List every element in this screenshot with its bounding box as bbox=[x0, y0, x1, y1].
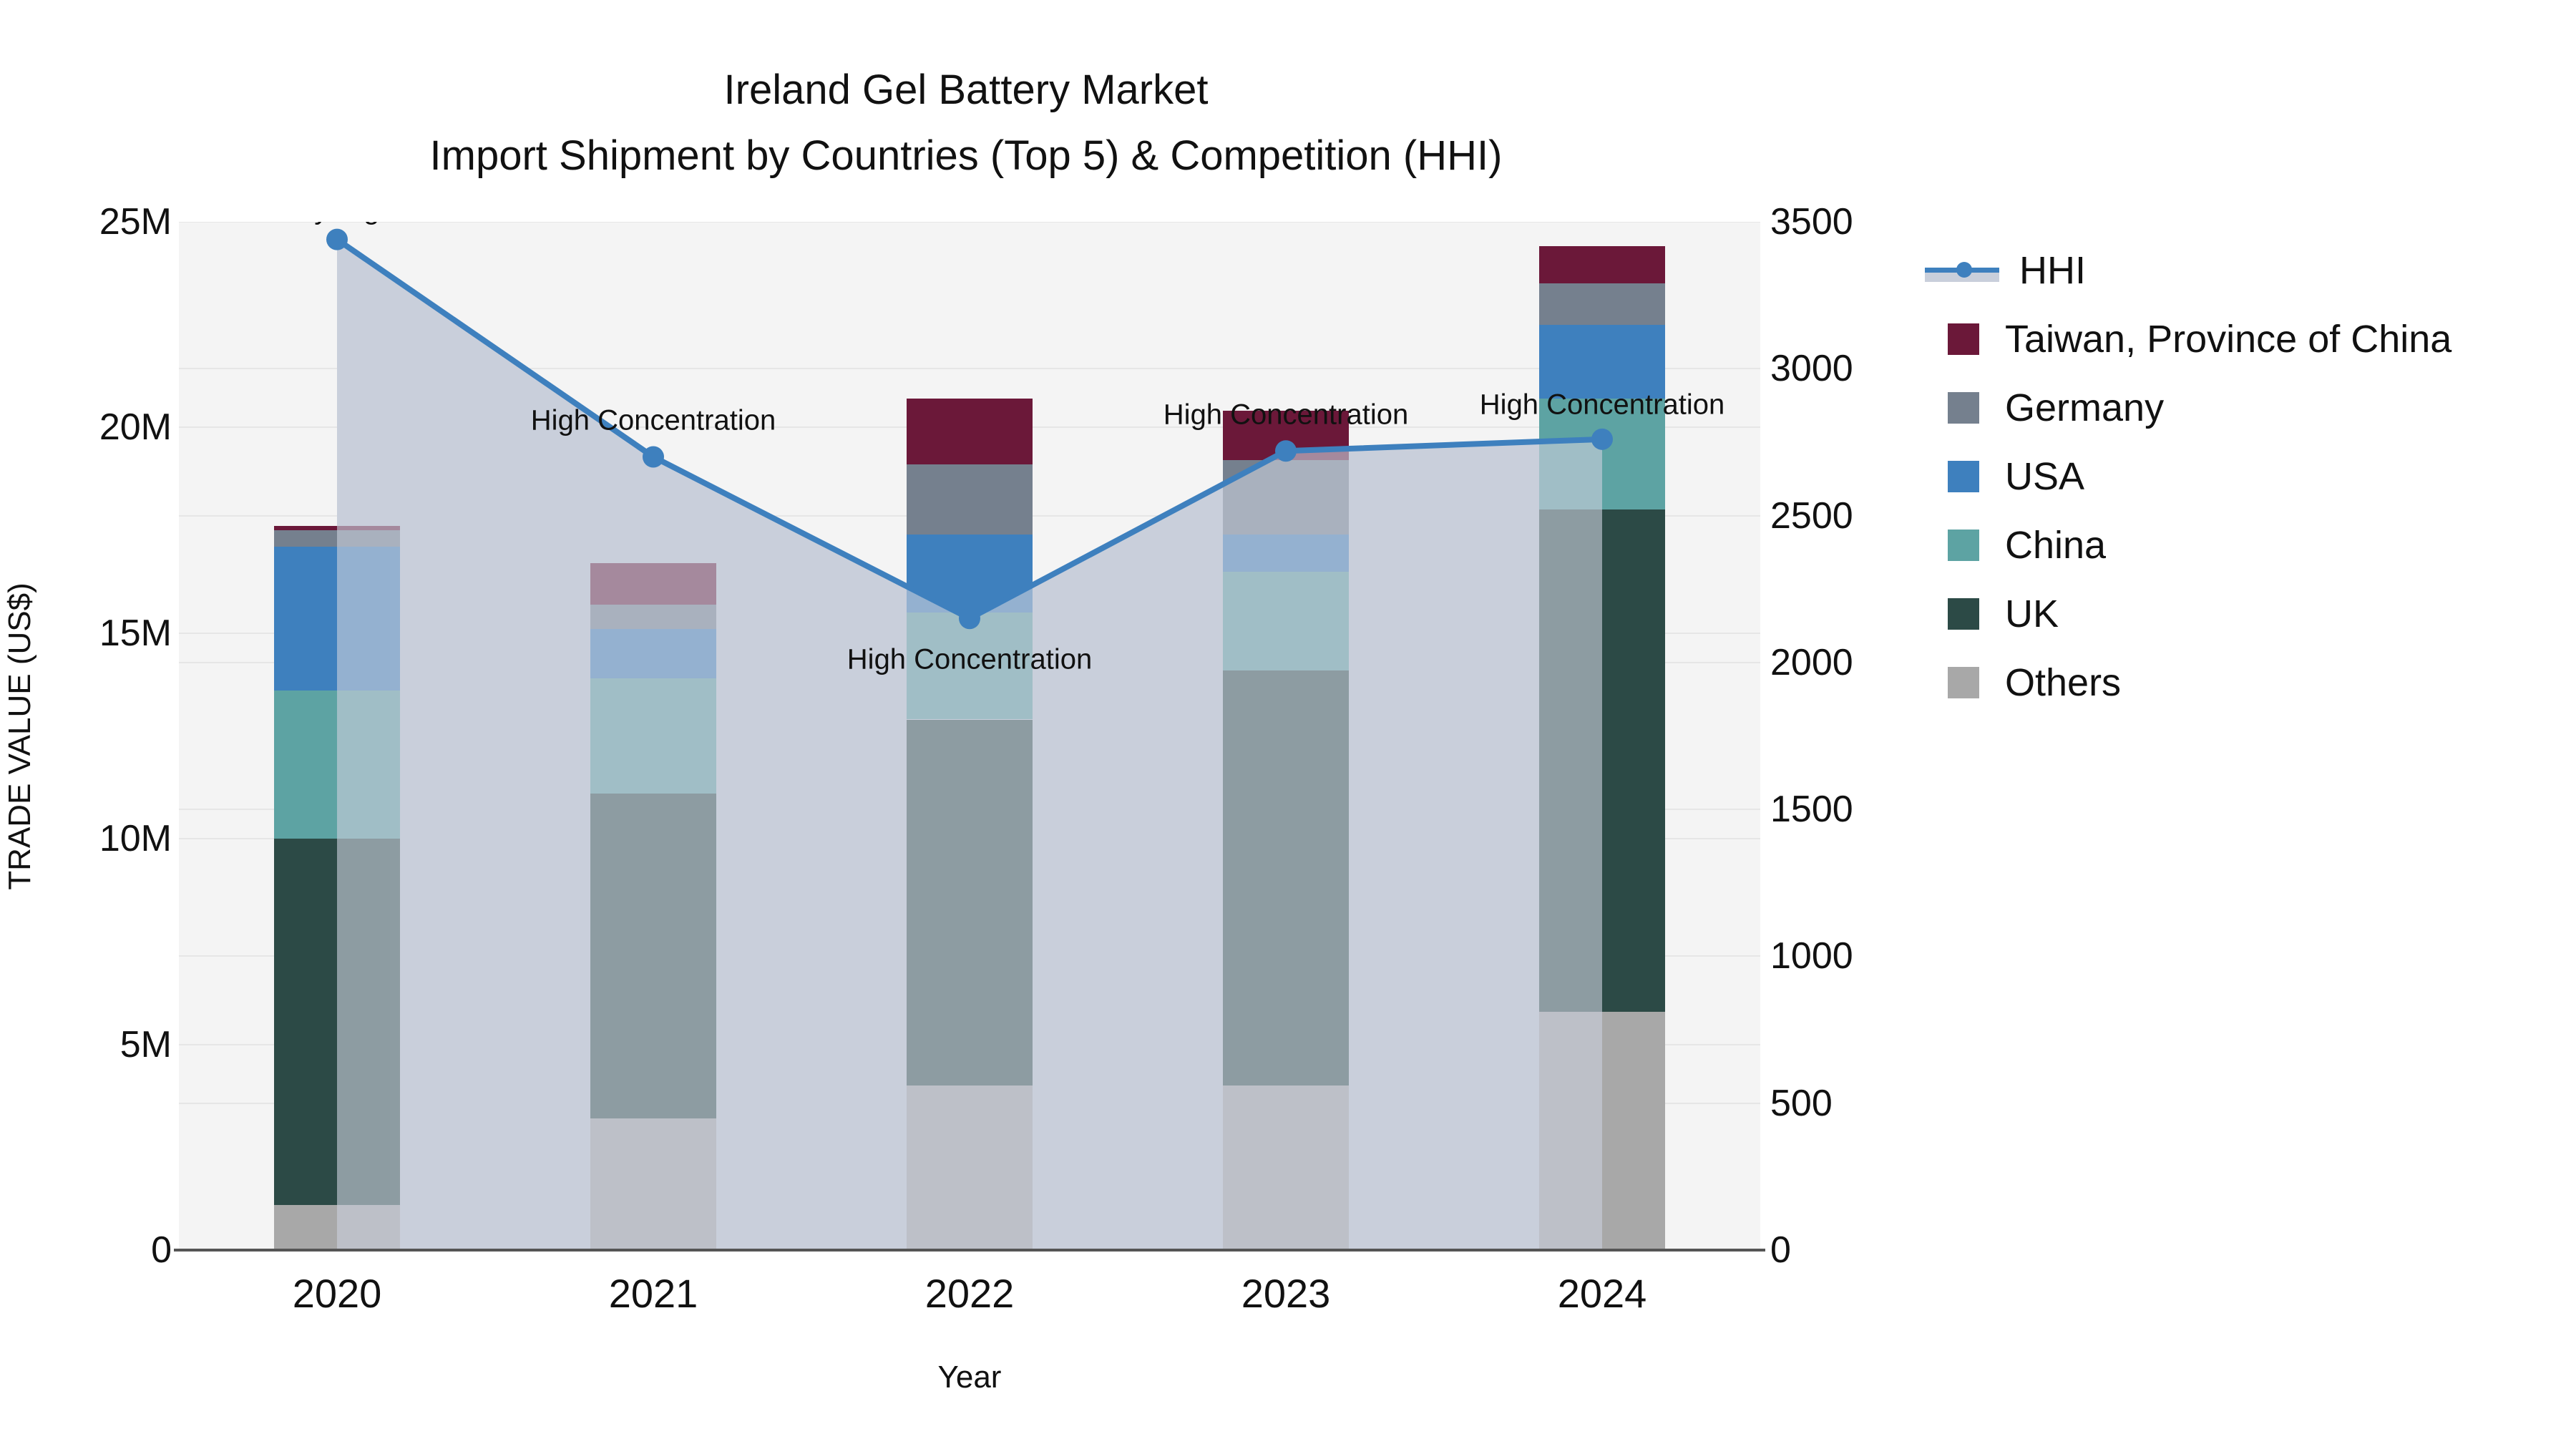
y-axis-left-tick-label: 10M bbox=[99, 818, 172, 860]
hhi-annotation: High Concentration bbox=[1163, 399, 1409, 431]
y-axis-right-tick-label: 1000 bbox=[1770, 935, 1853, 977]
legend-item[interactable]: Others bbox=[1925, 648, 2555, 717]
legend-label: Others bbox=[2005, 661, 2122, 704]
legend-swatch bbox=[1948, 667, 1979, 698]
legend-label: Taiwan, Province of China bbox=[2005, 318, 2452, 361]
y-axis-right-tick-label: 1500 bbox=[1770, 789, 1853, 831]
gridline bbox=[179, 368, 1760, 370]
y-axis-right-tick-label: 3000 bbox=[1770, 348, 1853, 390]
hhi-point bbox=[1275, 440, 1297, 462]
plot-area: Very High Concentration High Concentratio… bbox=[179, 222, 1760, 1250]
hhi-point bbox=[326, 228, 348, 250]
y-axis-left-tick-label: 20M bbox=[99, 406, 172, 449]
legend-item[interactable]: USA bbox=[1925, 442, 2555, 511]
y-axis-right-title-wrap: HHI bbox=[1875, 222, 1876, 1250]
y-axis-left-title: TRADE VALUE (US$) bbox=[2, 582, 37, 890]
hhi-area-overlay bbox=[326, 228, 1613, 1250]
legend-label: China bbox=[2005, 524, 2107, 567]
hhi-annotation: High Concentration bbox=[530, 404, 776, 436]
plot-inner: Very High Concentration High Concentratio… bbox=[179, 222, 1760, 1250]
y-axis-left-title-wrap: TRADE VALUE (US$) bbox=[2, 222, 37, 1250]
bar-segment[interactable] bbox=[907, 464, 1033, 535]
y-axis-right-tick-label: 0 bbox=[1770, 1229, 1791, 1271]
chart-title-line-2: Import Shipment by Countries (Top 5) & C… bbox=[429, 132, 1503, 179]
chart-title: Ireland Gel Battery Market Import Shipme… bbox=[0, 57, 1932, 189]
bar-segment[interactable] bbox=[1539, 246, 1665, 284]
bar-segment[interactable] bbox=[1539, 283, 1665, 325]
legend-item[interactable]: Taiwan, Province of China bbox=[1925, 305, 2555, 374]
legend-item[interactable]: Germany bbox=[1925, 374, 2555, 442]
legend-label: USA bbox=[2005, 455, 2085, 498]
y-axis-left-tick-label: 15M bbox=[99, 612, 172, 654]
legend-swatch bbox=[1948, 392, 1979, 424]
gridline bbox=[179, 222, 1760, 223]
legend-item[interactable]: HHI bbox=[1925, 236, 2555, 305]
legend-swatch bbox=[1948, 530, 1979, 561]
legend-label: UK bbox=[2005, 592, 2059, 635]
legend-swatch bbox=[1948, 598, 1979, 630]
hhi-annotation: High Concentration bbox=[847, 643, 1093, 675]
y-axis-left-tick-label: 0 bbox=[151, 1229, 172, 1271]
legend-item[interactable]: China bbox=[1925, 511, 2555, 580]
bar-segment[interactable] bbox=[1539, 324, 1665, 399]
hhi-point bbox=[643, 446, 664, 468]
x-axis-tick-label: 2022 bbox=[924, 1271, 1015, 1316]
legend-swatch bbox=[1948, 323, 1979, 355]
y-axis-right-tick-label: 500 bbox=[1770, 1082, 1833, 1124]
legend: HHI Taiwan, Province of China Germany USA Ch… bbox=[1925, 236, 2555, 717]
y-axis-right-tick-label: 2000 bbox=[1770, 641, 1853, 683]
legend-label: Germany bbox=[2005, 386, 2165, 429]
y-axis-right-tick-label: 3500 bbox=[1770, 201, 1853, 243]
bar-segment[interactable] bbox=[907, 399, 1033, 465]
y-axis-right-tick-label: 2500 bbox=[1770, 494, 1853, 537]
hhi-point bbox=[959, 608, 980, 630]
y-axis-left-tick-label: 25M bbox=[99, 201, 172, 243]
chart-title-line-1: Ireland Gel Battery Market bbox=[723, 67, 1209, 113]
x-axis-line bbox=[174, 1249, 1765, 1252]
legend-label: HHI bbox=[2019, 249, 2086, 292]
hhi-annotation: High Concentration bbox=[1479, 389, 1725, 421]
x-axis-title: Year bbox=[937, 1360, 1002, 1395]
x-axis-tick-label: 2023 bbox=[1241, 1271, 1331, 1316]
x-axis-tick-label: 2021 bbox=[608, 1271, 698, 1316]
legend-line-marker bbox=[1925, 255, 1999, 286]
legend-swatch bbox=[1948, 461, 1979, 492]
x-axis-tick-label: 2024 bbox=[1557, 1271, 1647, 1316]
x-axis-tick-label: 2020 bbox=[292, 1271, 382, 1316]
hhi-point bbox=[1591, 428, 1613, 450]
y-axis-left-tick-label: 5M bbox=[119, 1023, 172, 1065]
legend-item[interactable]: UK bbox=[1925, 580, 2555, 648]
hhi-annotation: Very High Concentration bbox=[271, 222, 582, 225]
